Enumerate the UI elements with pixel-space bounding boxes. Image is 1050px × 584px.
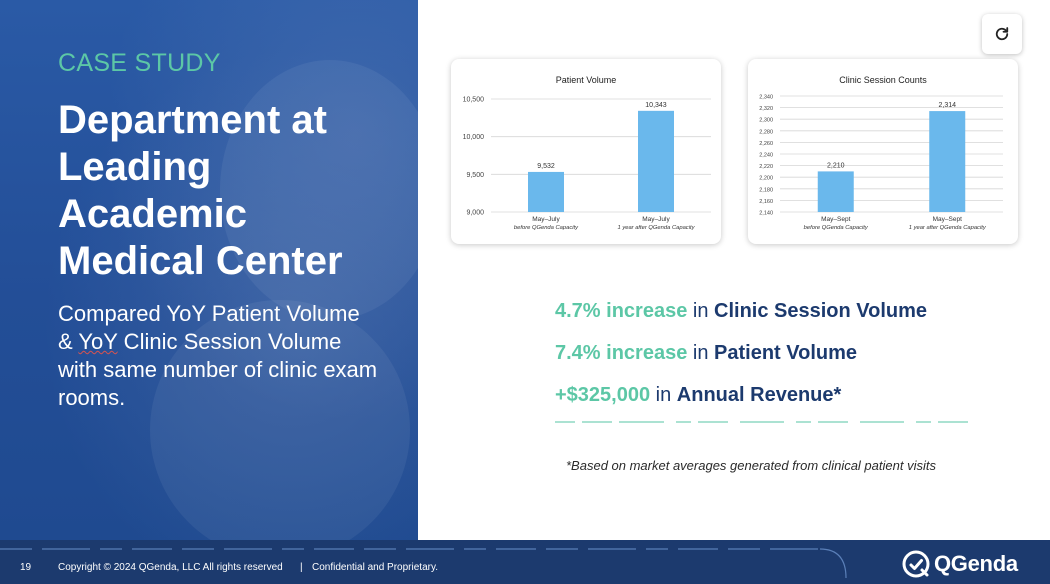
footnote: *Based on market averages generated from… bbox=[566, 458, 936, 473]
y-tick-label: 9,000 bbox=[466, 210, 484, 217]
stat-clinic-session: 4.7% increase in Clinic Session Volume bbox=[555, 300, 928, 322]
x-tick-note: before QGenda Capacity bbox=[514, 225, 579, 231]
y-tick-label: 2,340 bbox=[759, 95, 773, 101]
x-tick-note: 1 year after QGenda Capacity bbox=[909, 225, 987, 231]
x-tick-label: May–July bbox=[642, 216, 670, 223]
page-number: 19 bbox=[20, 562, 32, 573]
footer-separator: | bbox=[300, 562, 303, 573]
y-tick-label: 2,180 bbox=[759, 187, 773, 193]
bar bbox=[638, 110, 674, 212]
y-tick-label: 2,320 bbox=[759, 106, 773, 112]
y-tick-label: 2,140 bbox=[759, 211, 773, 217]
bar bbox=[817, 171, 854, 212]
y-tick-label: 2,280 bbox=[759, 129, 773, 135]
y-tick-label: 10,500 bbox=[463, 97, 485, 104]
clinic-session-chart-card: Clinic Session Counts 2,140 2,160 2,180 2,20… bbox=[748, 59, 1018, 244]
data-label: 9,532 bbox=[537, 163, 555, 170]
y-tick-label: 2,300 bbox=[759, 118, 773, 124]
x-tick-label: May–July bbox=[532, 216, 560, 223]
x-tick-note: 1 year after QGenda Capacity bbox=[617, 225, 695, 231]
subtitle-text: Compared YoY Patient Volume & YoY Clinic… bbox=[58, 301, 378, 410]
stat-patient-volume: 7.4% increase in Patient Volume bbox=[555, 342, 858, 364]
y-tick-label: 10,000 bbox=[463, 134, 485, 141]
eyebrow-label: CASE STUDY bbox=[58, 49, 221, 77]
x-tick-label: May–Sept bbox=[821, 216, 850, 223]
spellcheck-word: YoY bbox=[78, 329, 118, 354]
refresh-icon bbox=[995, 27, 1009, 41]
divider-dashes bbox=[555, 421, 975, 423]
x-tick-label: May–Sept bbox=[933, 216, 962, 223]
y-tick-label: 2,260 bbox=[759, 141, 773, 147]
x-tick-note: before QGenda Capacity bbox=[804, 225, 869, 231]
bar bbox=[929, 111, 966, 212]
chart-title: Clinic Session Counts bbox=[839, 75, 927, 85]
footer-dashes bbox=[0, 548, 847, 579]
qgenda-logo-icon bbox=[902, 550, 930, 578]
y-tick-label: 2,200 bbox=[759, 176, 773, 182]
data-label: 2,314 bbox=[938, 102, 956, 109]
data-label: 10,343 bbox=[645, 102, 667, 109]
qgenda-logo: QGenda bbox=[902, 550, 1018, 578]
y-tick-label: 2,220 bbox=[759, 164, 773, 170]
copyright-text: Copyright © 2024 QGenda, LLC All rights … bbox=[58, 562, 283, 573]
stat-annual-revenue: +$325,000 in Annual Revenue* bbox=[555, 384, 842, 406]
y-tick-label: 9,500 bbox=[466, 172, 484, 179]
chart-title: Patient Volume bbox=[556, 75, 617, 85]
page-title: Department at Leading Academic Medical C… bbox=[58, 98, 343, 283]
stats-list: 4.7% increase in Clinic Session Volume 7… bbox=[555, 290, 927, 416]
footer: 19 Copyright © 2024 QGenda, LLC All righ… bbox=[0, 540, 1050, 584]
hero-panel: CASE STUDY Department at Leading Academi… bbox=[0, 0, 418, 540]
refresh-button[interactable] bbox=[982, 14, 1022, 54]
y-tick-label: 2,240 bbox=[759, 153, 773, 159]
bar bbox=[528, 171, 564, 212]
y-tick-label: 2,160 bbox=[759, 199, 773, 205]
patient-volume-chart: Patient Volume 9,000 9,500 10,000 10,500 9,53… bbox=[463, 75, 711, 231]
clinic-session-chart: Clinic Session Counts 2,140 2,160 2,180 2,20… bbox=[759, 75, 1003, 231]
logo-text: QGenda bbox=[934, 551, 1018, 576]
data-label: 2,210 bbox=[827, 162, 845, 169]
patient-volume-chart-card: Patient Volume 9,000 9,500 10,000 10,500 9,53… bbox=[451, 59, 721, 244]
confidential-text: Confidential and Proprietary. bbox=[312, 562, 438, 573]
